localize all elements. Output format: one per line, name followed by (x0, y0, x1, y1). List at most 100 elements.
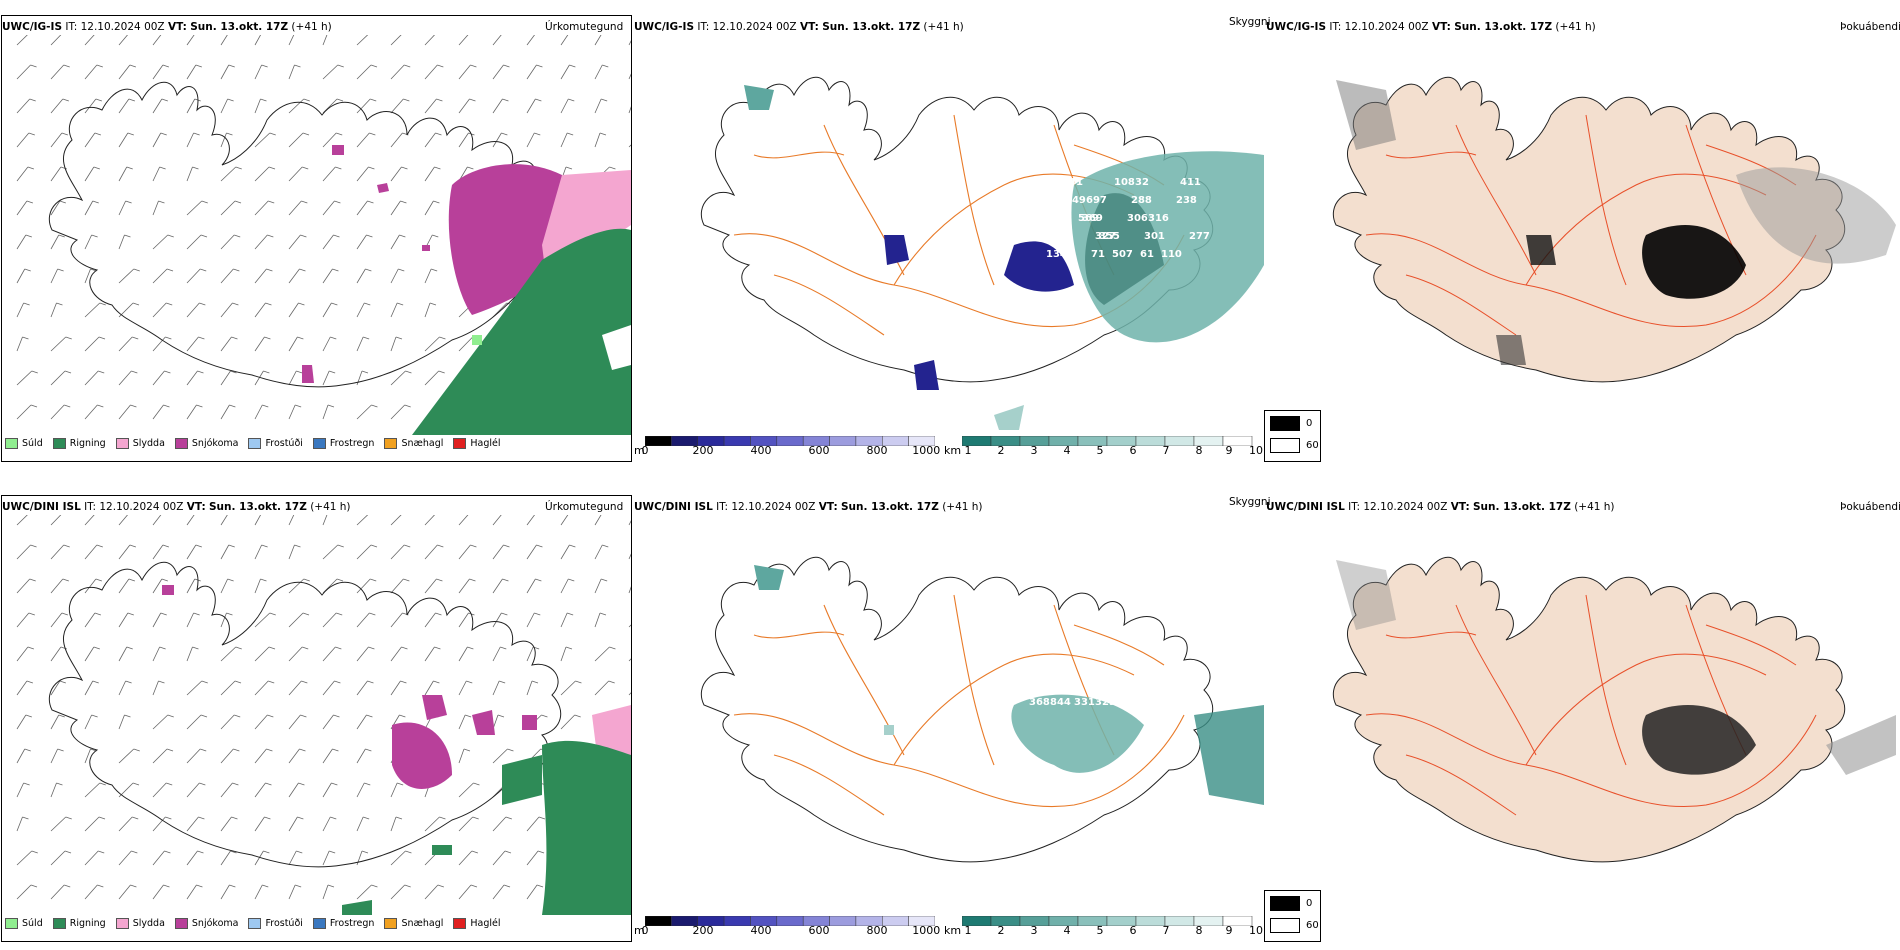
cloud-base-label: 349 (1065, 195, 1086, 206)
wind-barb (186, 515, 195, 526)
wind-barb (424, 816, 446, 832)
legend-item: Súld (5, 918, 43, 929)
wind-barb (220, 782, 239, 798)
wind-barb (526, 850, 545, 866)
wind-barb (254, 816, 271, 832)
wind-barb (186, 336, 205, 352)
wind-barb (560, 646, 573, 662)
legend-item: Snjókoma (174, 438, 238, 449)
wind-barb (492, 544, 510, 560)
wind-barb (118, 336, 139, 352)
wind-barb (594, 132, 607, 148)
wind-barb (458, 680, 473, 696)
legend-label: Snæhagl (401, 918, 444, 929)
wind-barb (492, 884, 511, 900)
wind-barb (152, 370, 171, 386)
wind-barb (288, 680, 308, 696)
tick: 10 (1249, 924, 1263, 937)
wind-barb (186, 850, 204, 866)
wind-barb (322, 748, 339, 764)
wind-barb (424, 578, 443, 594)
wind-barb (560, 544, 576, 560)
wind-barb (288, 816, 304, 832)
wind-barb (424, 544, 444, 560)
wind-barb (492, 714, 505, 730)
wind-barb (254, 714, 274, 730)
vis-bar-unit-1: km (944, 444, 962, 457)
wind-barb (50, 515, 62, 526)
wind-barb (390, 782, 404, 798)
wind-barb (50, 680, 66, 696)
wind-barb (220, 612, 233, 628)
wind-barb (560, 98, 575, 114)
legend-label: Súld (22, 918, 43, 929)
tick: 0 (641, 924, 649, 937)
tick: 5 (1096, 924, 1104, 937)
vis-ticks-1: 1 2 3 4 5 6 7 8 9 10 (962, 444, 1264, 458)
vis-colorbar-2 (962, 916, 1253, 926)
wind-barb (356, 302, 371, 318)
wind-barb (356, 714, 373, 730)
legend-swatch (115, 918, 129, 929)
wind-barb (322, 816, 337, 832)
legend-label: Snjókoma (191, 918, 239, 929)
wind-barb (254, 646, 276, 662)
tick: 7 (1162, 444, 1170, 457)
wind-barb (254, 35, 261, 46)
wind-barb (322, 64, 344, 80)
cloud-map-1: 104 41 108 32 411 349 697 288 238 373 369 306 316 265… (700, 77, 1264, 430)
wind-barb (50, 302, 63, 318)
wind-barb (84, 64, 103, 80)
wind-barb (390, 578, 410, 594)
road-line (733, 713, 1185, 808)
legend-swatch (5, 438, 18, 449)
wind-barb (118, 132, 134, 148)
wind-barb (390, 132, 409, 148)
wind-barb (356, 884, 378, 900)
wind-barb (254, 612, 276, 628)
tick: 3 (1030, 444, 1038, 457)
legend-swatch (248, 918, 262, 929)
wind-barb (322, 370, 336, 386)
wind-barb (254, 782, 272, 798)
wind-barb (356, 370, 369, 386)
cloud-base-label: 37 (1119, 697, 1133, 708)
cloud-base-label: 329 (1095, 697, 1116, 708)
wind-barb (186, 544, 202, 560)
fog-swatch (1270, 896, 1300, 911)
wind-barb (254, 515, 261, 526)
legend-swatch (174, 918, 188, 929)
wind-barb (152, 200, 165, 216)
tick: 3 (1030, 924, 1038, 937)
wind-barb (50, 578, 69, 594)
wind-barb (322, 166, 342, 182)
colorbar-cell (1222, 916, 1253, 926)
wind-barb (492, 132, 508, 148)
wind-barb (16, 578, 36, 594)
wind-barb (424, 884, 444, 900)
wind-barb (50, 268, 64, 284)
legend-label: Snæhagl (401, 438, 444, 449)
wind-barb (16, 302, 30, 318)
wind-barb (458, 884, 478, 900)
wind-barb (220, 166, 242, 182)
vis-bar-unit-2: km (944, 924, 962, 937)
wind-barb (288, 544, 301, 560)
road-line (1705, 624, 1797, 666)
wind-barb (50, 336, 72, 352)
legend-item: Frostúði (248, 438, 303, 449)
wind-barb (492, 680, 506, 696)
wind-barb (50, 646, 68, 662)
wind-barb (186, 98, 201, 114)
road-line (1525, 653, 1767, 766)
wind-barb (84, 816, 106, 832)
wind-barb (288, 35, 295, 46)
legend-swatch (453, 438, 467, 449)
wind-barb (16, 646, 35, 662)
wind-barb (186, 64, 202, 80)
wind-barb (356, 850, 369, 866)
precip-map-2 (16, 515, 631, 915)
wind-barb (152, 748, 174, 764)
fog-legend-item: 60 (1270, 438, 1319, 453)
tick: 4 (1063, 924, 1071, 937)
